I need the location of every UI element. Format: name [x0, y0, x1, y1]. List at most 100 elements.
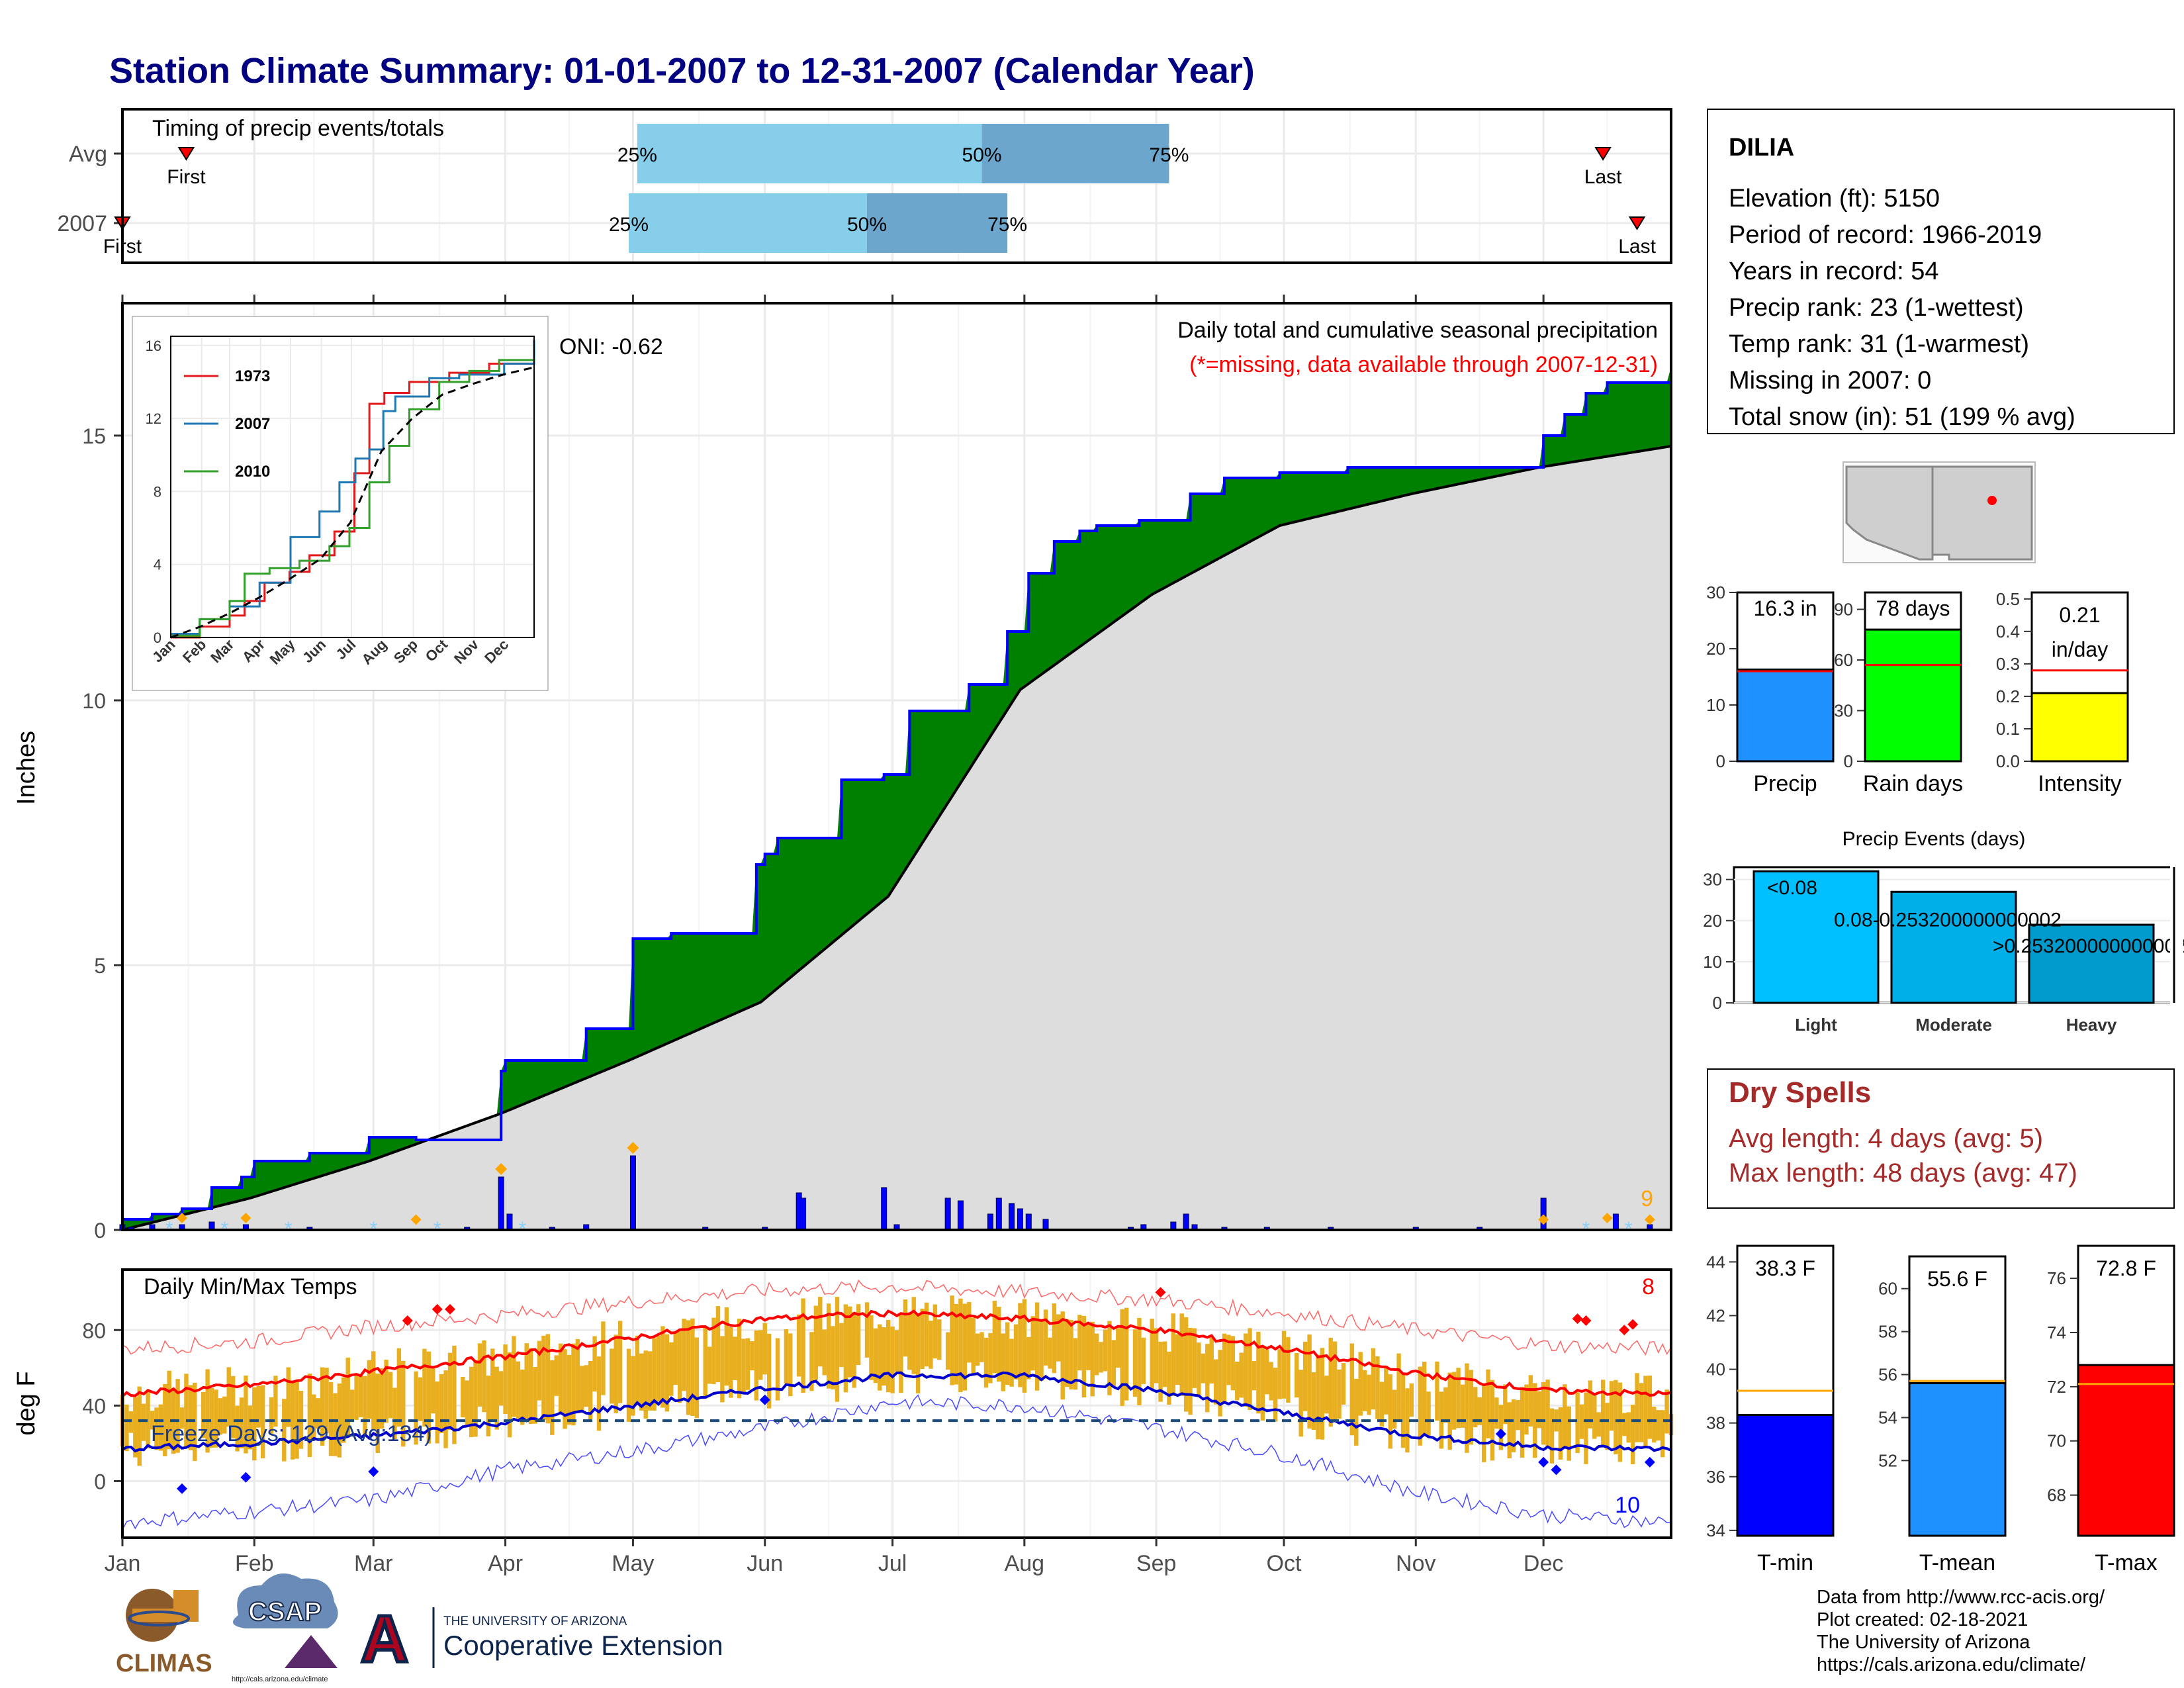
daily-temp-range-bar [239, 1397, 244, 1448]
daily-temp-range-bar [801, 1298, 805, 1393]
temp-bar-tick: 72 [2047, 1377, 2066, 1397]
temp-bar-tick: 34 [1706, 1521, 1725, 1540]
daily-temp-range-bar [933, 1304, 938, 1359]
station-info-box: DILIA Elevation (ft): 5150 Period of rec… [1707, 109, 2175, 434]
daily-temp-range-bar [1158, 1341, 1163, 1402]
daily-temp-range-bar [354, 1373, 359, 1421]
daily-temp-range-bar [1150, 1318, 1154, 1391]
daily-temp-range-bar [894, 1330, 899, 1372]
daily-temp-range-bar [809, 1332, 814, 1391]
daily-temp-range-bar [1320, 1348, 1325, 1440]
daily-temp-range-bar [1179, 1313, 1184, 1396]
daily-temp-range-bar [431, 1368, 435, 1414]
daily-precip-bar [1042, 1219, 1049, 1231]
daily-temp-range-bar [813, 1305, 819, 1380]
daily-temp-range-bar [1137, 1317, 1142, 1405]
daily-temp-range-bar [418, 1377, 423, 1421]
daily-temp-range-bar [163, 1383, 167, 1456]
daily-temp-range-bar [1260, 1347, 1265, 1421]
daily-temp-range-bar [1567, 1406, 1571, 1461]
dry-spells-line: Max length: 48 days (avg: 47) [1729, 1158, 2077, 1188]
mini-bar-tick: 20 [1706, 639, 1725, 659]
daily-temp-range-bar [1664, 1389, 1669, 1434]
mini-bar-tick: 10 [1706, 695, 1725, 715]
daily-temp-range-bar [1635, 1373, 1639, 1442]
daily-temp-range-bar [146, 1389, 150, 1449]
daily-temp-range-bar [1354, 1378, 1359, 1446]
daily-temp-range-bar [133, 1397, 138, 1458]
freeze-note: Freeze Days: 129 (Avg:134) [151, 1421, 432, 1446]
inset-series-2007 [171, 340, 535, 635]
temp-bar-tick: 44 [1706, 1252, 1725, 1272]
daily-temp-range-bar [252, 1387, 257, 1461]
daily-temp-range-bar [873, 1328, 878, 1383]
daily-precip-bar [987, 1213, 993, 1231]
daily-temp-range-bar [333, 1393, 338, 1456]
event-marker-label: Last [1618, 236, 1656, 258]
daily-temp-range-bar [664, 1334, 670, 1412]
daily-temp-range-bar [626, 1348, 631, 1422]
daily-temp-range-bar [175, 1379, 180, 1453]
temp-bar-tick: 52 [1878, 1450, 1897, 1470]
y-tick-label: 10 [82, 689, 106, 713]
climas-logo-text: CLIMAS [116, 1650, 212, 1677]
daily-temp-range-bar [1230, 1336, 1236, 1391]
daily-temp-range-bar [1316, 1354, 1320, 1440]
mini-bar-tick: 60 [1834, 650, 1853, 670]
inset-y-tick: 16 [146, 338, 161, 354]
daily-temp-range-bar [1337, 1369, 1342, 1419]
daily-temp-range-bar [818, 1297, 823, 1367]
month-tick-label: Mar [354, 1551, 393, 1576]
temp-bar-value [1908, 1382, 2007, 1537]
daily-temp-range-bar [690, 1318, 695, 1416]
quartile-label: 50% [847, 214, 887, 236]
daily-temp-range-bar [1375, 1356, 1380, 1419]
daily-temp-range-bar [1537, 1391, 1541, 1429]
record-high-marker-icon [1572, 1313, 1583, 1325]
daily-temp-range-bar [1154, 1328, 1159, 1383]
y-tick-label: 0 [94, 1219, 106, 1243]
daily-temp-range-bar [686, 1320, 691, 1415]
daily-temp-range-bar [1503, 1384, 1508, 1425]
record_min-line [122, 1394, 1672, 1530]
daily-temp-range-bar [209, 1387, 214, 1448]
daily-temp-range-bar [1256, 1331, 1261, 1414]
temp-ylabel: deg F [13, 1371, 40, 1435]
temp-bar-label: 72.8 F [2096, 1256, 2156, 1280]
daily-temp-range-bar [312, 1394, 316, 1441]
events-tick: 10 [1703, 952, 1722, 972]
station-location-dot [1987, 496, 1997, 505]
daily-temp-range-bar [477, 1343, 482, 1407]
credit-line: https://cals.arizona.edu/climate/ [1817, 1654, 2086, 1675]
daily-temp-range-bar [703, 1327, 707, 1399]
inset-y-tick: 4 [154, 557, 161, 573]
daily-temp-range-bar [1405, 1388, 1410, 1453]
event-marker-label: Last [1584, 166, 1622, 188]
daily-temp-range-bar [1034, 1302, 1040, 1391]
daily-temp-range-bar [503, 1344, 508, 1414]
daily-temp-range-bar [1107, 1321, 1112, 1395]
missing-note: (*=missing, data available through 2007-… [1189, 352, 1658, 377]
daily-temp-range-bar [1563, 1384, 1567, 1448]
daily-temp-range-bar [983, 1337, 989, 1388]
daily-temp-range-bar [124, 1404, 129, 1452]
snow-marker-icon [627, 1142, 639, 1154]
daily-temp-range-bar [1265, 1349, 1269, 1395]
month-axis: Jan Feb Mar Apr May Jun Jul Aug Sep Oct Nov Dec [105, 1538, 1563, 1576]
daily-temp-range-bar [1286, 1336, 1291, 1403]
daily-temp-range-bar [282, 1399, 287, 1462]
daily-temp-range-bar [907, 1313, 912, 1370]
daily-temp-range-bar [1647, 1376, 1653, 1439]
temp-bar-value [1736, 1414, 1835, 1537]
daily-temp-range-bar [839, 1323, 844, 1368]
daily-temp-range-bar [929, 1321, 933, 1369]
daily-temp-range-bar [1099, 1342, 1103, 1373]
daily-temp-range-bar [1575, 1392, 1580, 1454]
daily-temp-range-bar [435, 1382, 439, 1444]
daily-temp-range-bar [1392, 1389, 1397, 1429]
record-low-marker-icon [177, 1483, 187, 1494]
daily-precip-bar [1540, 1197, 1547, 1231]
normal-cumulative-area [122, 446, 1671, 1230]
temp-plot [120, 1279, 1674, 1530]
temp-panel-label: Daily Min/Max Temps [144, 1274, 357, 1299]
